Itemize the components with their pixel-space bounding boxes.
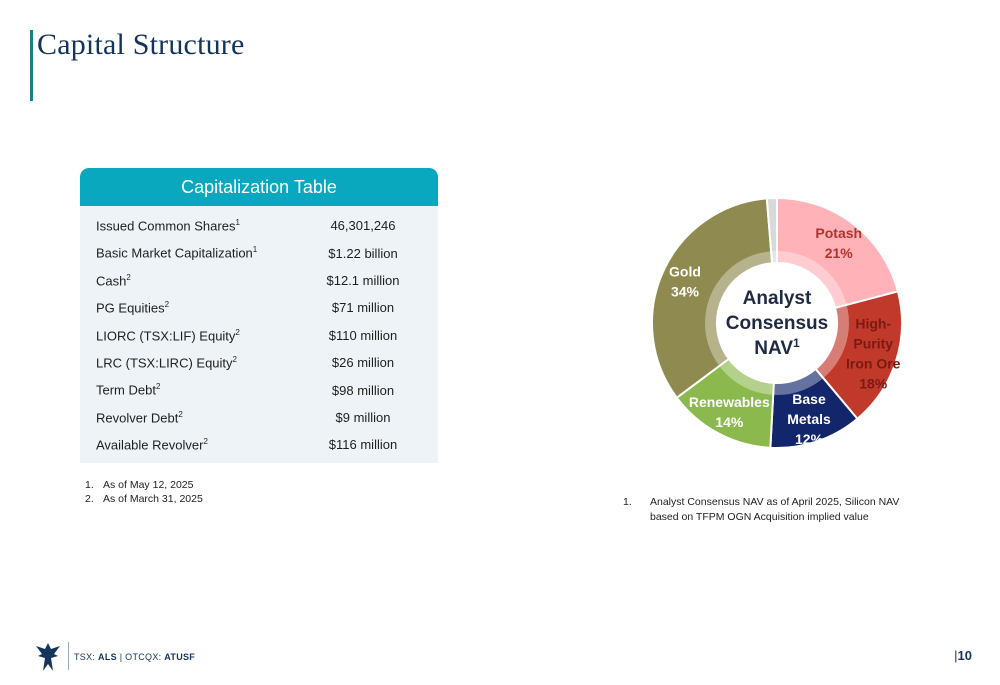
row-label: LIORC (TSX:LIF) Equity2 [96,327,240,343]
row-value: $26 million [331,355,395,371]
nav-donut-chart: Potash 21% High-Purity Iron Ore 18% Base Metal… [640,160,920,490]
row-label: Revolver Debt2 [96,409,183,426]
table-row: Available Revolver2 $116 million [80,431,438,458]
footnote-text: As of May 12, 2025 [103,479,194,491]
capitalization-table: Capitalization Table Issued Common Share… [80,168,438,463]
eagle-logo-icon [36,643,60,671]
page-number: |10 [954,648,972,663]
row-value: $110 million [328,327,398,343]
cap-table-header: Capitalization Table [80,168,438,206]
table-row: LIORC (TSX:LIF) Equity2 $110 million [80,322,438,349]
cap-table-body: Issued Common Shares1 46,301,246 Basic M… [80,206,438,463]
footnote: 1. As of May 12, 2025 [85,478,203,492]
footnote-number: 1. [85,479,94,491]
row-label: Term Debt2 [96,382,161,398]
row-value: $9 million [335,409,391,425]
table-row: Cash2 $12.1 million [80,267,438,294]
footer-divider [68,642,69,670]
table-row: Term Debt2 $98 million [80,376,438,403]
slice-label: Gold 34% [669,263,701,299]
slice-label: Base Metals 12% [787,391,831,447]
row-label: PG Equities2 [96,300,170,316]
row-value: $1.22 billion [328,245,398,261]
footnote-text: Analyst Consensus NAV as of April 2025, … [650,496,900,523]
table-row: PG Equities2 $71 million [80,294,438,321]
row-label: Basic Market Capitalization1 [96,245,258,261]
ticker-symbols: TSX: ALS | OTCQX: ATUSF [74,652,196,662]
row-label: LRC (TSX:LIRC) Equity2 [96,354,237,371]
table-row: Basic Market Capitalization1 $1.22 billi… [80,239,438,266]
table-row: Issued Common Shares1 46,301,246 [80,212,438,239]
table-footnotes: 1. As of May 12, 2025 2. As of March 31,… [85,478,203,506]
table-row: Revolver Debt2 $9 million [80,404,438,431]
title-accent-bar [30,30,33,101]
donut-inner-ring [705,251,849,395]
row-value: 46,301,246 [330,218,396,234]
row-value: $71 million [331,300,395,316]
row-label: Issued Common Shares1 [96,218,240,234]
footnote-text: As of March 31, 2025 [103,493,203,505]
donut-center-label: Analyst Consensus NAV1 [726,288,828,359]
row-value: $116 million [328,437,398,453]
row-label: Available Revolver2 [96,437,208,453]
donut-svg: Potash 21% High-Purity Iron Ore 18% Base Metal… [651,196,903,449]
row-value: $98 million [331,382,395,398]
slice-label: Potash 21% [815,225,862,261]
chart-footnote: 1. Analyst Consensus NAV as of April 2025… [623,495,943,525]
slice-label: High-Purity Iron Ore 18% [846,316,901,392]
row-label: Cash2 [96,272,131,289]
slice-label: Renewables 14% [689,394,770,430]
row-value: $12.1 million [326,272,400,288]
footnote-number: 2. [85,493,94,505]
page-title: Capital Structure [37,28,245,61]
donut-hole [717,263,837,383]
footnote-number: 1. [623,496,632,508]
table-row: LRC (TSX:LIRC) Equity2 $26 million [80,349,438,376]
footnote: 2. As of March 31, 2025 [85,492,203,506]
